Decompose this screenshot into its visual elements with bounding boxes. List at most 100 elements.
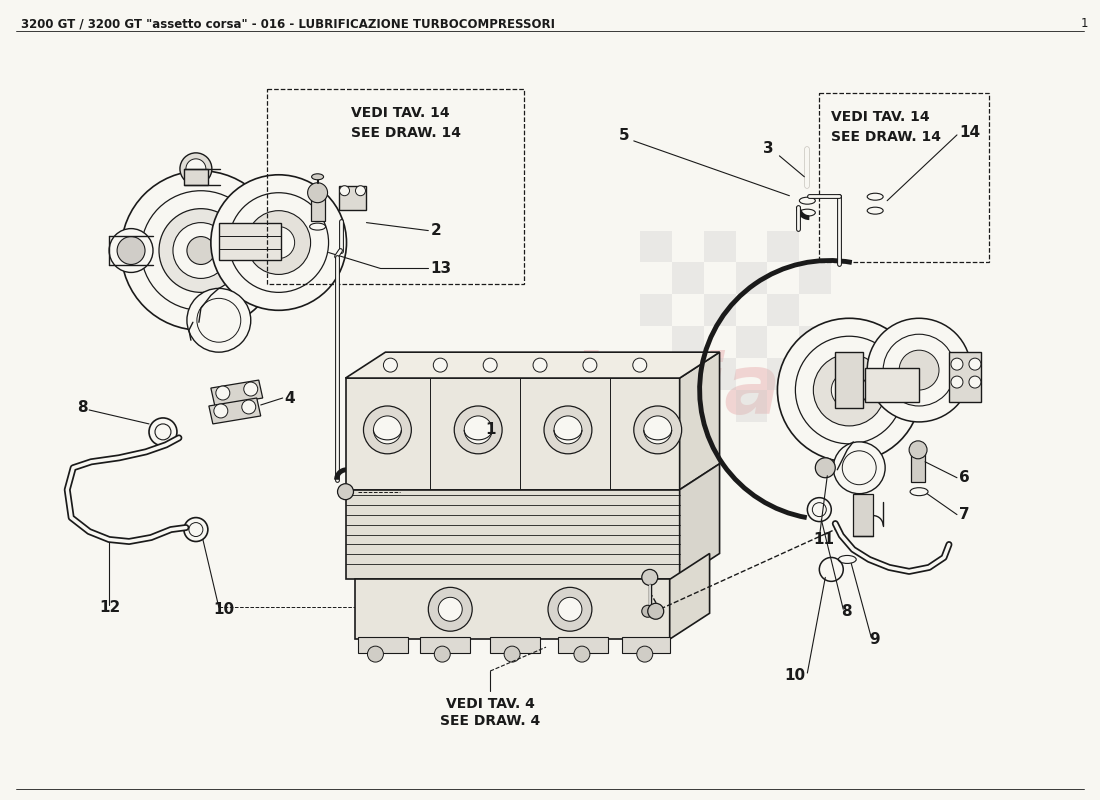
Bar xyxy=(835,352,864,408)
Circle shape xyxy=(574,646,590,662)
Circle shape xyxy=(899,350,939,390)
Bar xyxy=(640,230,672,262)
Text: 12: 12 xyxy=(99,600,120,614)
Polygon shape xyxy=(345,490,680,579)
Circle shape xyxy=(637,646,652,662)
Circle shape xyxy=(160,209,243,292)
Circle shape xyxy=(842,382,857,398)
Bar xyxy=(672,262,704,294)
Text: 1: 1 xyxy=(1081,18,1089,30)
Text: VEDI TAV. 4: VEDI TAV. 4 xyxy=(446,697,535,711)
Bar xyxy=(672,390,704,422)
Circle shape xyxy=(813,354,886,426)
Circle shape xyxy=(141,190,261,310)
Text: 8: 8 xyxy=(842,604,851,618)
Text: 4: 4 xyxy=(285,390,295,406)
Circle shape xyxy=(109,229,153,273)
Circle shape xyxy=(263,226,295,258)
Circle shape xyxy=(363,406,411,454)
Circle shape xyxy=(832,372,867,408)
Circle shape xyxy=(186,159,206,178)
Circle shape xyxy=(554,416,582,444)
Circle shape xyxy=(213,404,228,418)
Circle shape xyxy=(367,646,384,662)
Polygon shape xyxy=(680,464,719,579)
Bar xyxy=(558,637,608,653)
Text: 3200 GT / 3200 GT "assetto corsa" - 016 - LUBRIFICAZIONE TURBOCOMPRESSORI: 3200 GT / 3200 GT "assetto corsa" - 016 … xyxy=(21,18,556,30)
Circle shape xyxy=(969,376,981,388)
Circle shape xyxy=(454,406,502,454)
Circle shape xyxy=(117,237,145,265)
Circle shape xyxy=(843,451,877,485)
Circle shape xyxy=(632,358,647,372)
Circle shape xyxy=(483,358,497,372)
Text: VEDI TAV. 14: VEDI TAV. 14 xyxy=(832,110,930,124)
Circle shape xyxy=(216,386,230,400)
Bar xyxy=(736,262,768,294)
Circle shape xyxy=(384,358,397,372)
Text: VEDI TAV. 14: VEDI TAV. 14 xyxy=(351,106,449,120)
Circle shape xyxy=(244,382,257,396)
Circle shape xyxy=(867,318,971,422)
Circle shape xyxy=(795,336,903,444)
Circle shape xyxy=(180,153,212,185)
Circle shape xyxy=(197,298,241,342)
Text: car parts: car parts xyxy=(406,426,659,474)
Polygon shape xyxy=(345,378,680,490)
Circle shape xyxy=(308,182,328,202)
Bar xyxy=(339,186,366,210)
Bar xyxy=(854,494,873,535)
Text: 3: 3 xyxy=(762,142,773,156)
Polygon shape xyxy=(670,554,710,639)
Circle shape xyxy=(952,358,962,370)
Circle shape xyxy=(187,237,214,265)
Polygon shape xyxy=(209,398,261,424)
Circle shape xyxy=(644,416,672,444)
Polygon shape xyxy=(345,352,719,378)
Text: 7: 7 xyxy=(959,507,969,522)
Circle shape xyxy=(778,318,921,462)
Circle shape xyxy=(641,606,653,618)
Circle shape xyxy=(211,174,346,310)
Circle shape xyxy=(548,587,592,631)
Circle shape xyxy=(909,441,927,458)
Circle shape xyxy=(338,484,353,500)
Circle shape xyxy=(229,193,329,292)
Circle shape xyxy=(883,334,955,406)
Bar xyxy=(800,262,832,294)
Text: 6: 6 xyxy=(959,470,970,486)
Circle shape xyxy=(952,376,962,388)
Bar xyxy=(359,637,408,653)
Text: scuderia: scuderia xyxy=(381,350,781,430)
Circle shape xyxy=(340,186,350,196)
Bar xyxy=(310,190,324,221)
Bar xyxy=(184,169,208,185)
Circle shape xyxy=(648,603,663,619)
Bar xyxy=(866,368,920,402)
Circle shape xyxy=(434,646,450,662)
Bar xyxy=(949,352,981,402)
Circle shape xyxy=(428,587,472,631)
Circle shape xyxy=(544,406,592,454)
Text: 10: 10 xyxy=(784,667,805,682)
Bar xyxy=(640,358,672,390)
Bar xyxy=(704,294,736,326)
Text: 8: 8 xyxy=(77,401,88,415)
Bar xyxy=(820,93,989,262)
Circle shape xyxy=(815,458,835,478)
Ellipse shape xyxy=(311,174,323,180)
Polygon shape xyxy=(355,579,670,639)
Circle shape xyxy=(504,646,520,662)
Bar xyxy=(672,326,704,358)
Text: SEE DRAW. 4: SEE DRAW. 4 xyxy=(440,714,540,728)
Text: 11: 11 xyxy=(813,532,834,547)
Circle shape xyxy=(969,358,981,370)
Text: 1: 1 xyxy=(485,422,496,438)
Text: 2: 2 xyxy=(430,223,441,238)
Bar xyxy=(420,637,470,653)
Bar xyxy=(768,230,800,262)
Polygon shape xyxy=(680,352,719,490)
Text: SEE DRAW. 14: SEE DRAW. 14 xyxy=(351,126,461,140)
Circle shape xyxy=(583,358,597,372)
Circle shape xyxy=(187,288,251,352)
